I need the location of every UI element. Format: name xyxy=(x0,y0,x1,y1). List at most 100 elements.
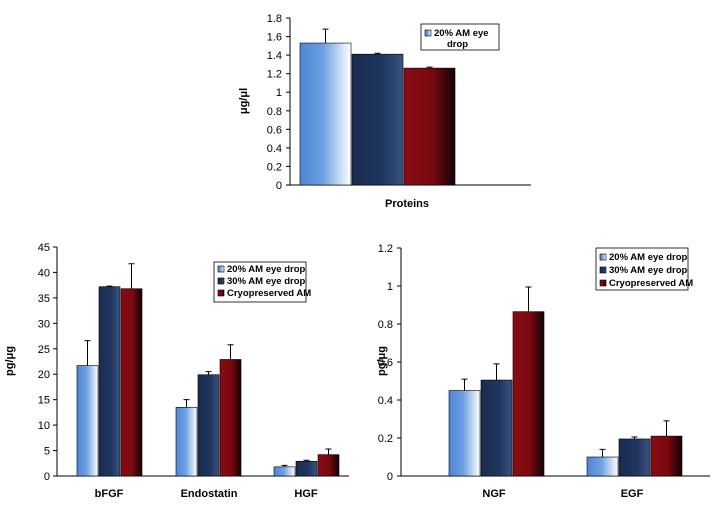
bar-hgf-s1 xyxy=(273,466,296,477)
y-tick-label: 10 xyxy=(38,420,50,432)
legend-swatch-s3 xyxy=(599,279,607,287)
error-bar-egf-s3 xyxy=(663,420,670,437)
bar-egf-s3 xyxy=(650,435,683,477)
y-ticks: 0 5 10 15 20 25 30 35 40 45 xyxy=(38,242,57,483)
y-ticks: 0 0.2 0.4 0.6 0.8 1 1.2 1.4 1.6 1.8 xyxy=(267,13,290,192)
error-bar-proteins-s1 xyxy=(322,28,329,44)
legend-label-s2: 30% AM eye drop xyxy=(609,265,688,276)
legend: 20% AM eye drop 30% AM eye drop Cryopres… xyxy=(595,247,693,291)
y-axis-label: pg/μg xyxy=(4,346,16,376)
error-bar-bfgf-s1 xyxy=(84,340,91,366)
legend-swatch-s3 xyxy=(217,289,225,297)
legend-label-s1-text-line2: drop xyxy=(447,39,468,50)
category-label-endostatin: Endostatin xyxy=(181,488,238,500)
chart-growth-factors-left: 0 5 10 15 20 25 30 35 40 45 pg/μg xyxy=(4,242,349,500)
error-bar-egf-s1 xyxy=(599,448,606,457)
bar-egf-s2 xyxy=(618,438,651,477)
legend-swatch-s2 xyxy=(599,266,607,274)
legend-label-s3: Cryopreserved AM xyxy=(609,278,693,289)
bar-ngf-s2 xyxy=(480,379,513,477)
bar-hgf-s2 xyxy=(295,460,318,477)
error-bar-endostatin-s2 xyxy=(205,371,212,375)
y-tick-label: 1 xyxy=(387,281,393,293)
y-tick-label: 35 xyxy=(38,293,50,305)
chart-proteins: 0 0.2 0.4 0.6 0.8 1 1.2 1.4 1.6 1.8 μg/μ… xyxy=(238,13,531,210)
bar-endostatin-s2 xyxy=(197,374,220,477)
legend-label-s1: 20% AM eye drop xyxy=(227,264,306,275)
y-axis-label: μg/μl xyxy=(238,88,250,114)
error-bar-hgf-s2 xyxy=(303,459,310,462)
bars xyxy=(76,286,340,477)
y-ticks: 0 0.2 0.4 0.6 0.8 1 1.2 xyxy=(378,243,401,483)
y-tick-label: 0.6 xyxy=(378,357,393,369)
legend: 20% AM eye drop xyxy=(420,23,500,51)
error-bar-ngf-s1 xyxy=(461,378,468,391)
category-label-egf: EGF xyxy=(621,488,644,500)
bars xyxy=(299,42,456,186)
y-tick-label: 40 xyxy=(38,267,50,279)
y-tick-label: 0.8 xyxy=(378,319,393,331)
category-label-proteins: Proteins xyxy=(385,198,429,210)
bar-ngf-s3 xyxy=(512,311,545,477)
error-bar-hgf-s3 xyxy=(325,448,332,455)
y-tick-label: 1.8 xyxy=(267,13,282,25)
y-tick-label: 15 xyxy=(38,395,50,407)
bar-bfgf-s1 xyxy=(76,365,99,477)
category-label-ngf: NGF xyxy=(482,488,506,500)
bar-proteins-s1 xyxy=(299,42,352,186)
bar-ngf-s1 xyxy=(448,390,481,477)
error-bar-ngf-s2 xyxy=(493,363,500,381)
y-tick-label: 1.4 xyxy=(267,50,282,62)
bars xyxy=(448,311,683,477)
y-tick-label: 0.4 xyxy=(378,395,393,407)
y-tick-label: 0 xyxy=(44,471,50,483)
error-bar-bfgf-s3 xyxy=(128,263,135,289)
error-bar-ngf-s3 xyxy=(525,286,532,312)
y-tick-label: 5 xyxy=(44,446,50,458)
y-tick-label: 0.2 xyxy=(378,433,393,445)
category-label-hgf: HGF xyxy=(294,488,318,500)
bar-endostatin-s1 xyxy=(175,406,198,477)
legend-label-s1: 20% AM eye drop xyxy=(434,28,491,50)
legend-box xyxy=(213,261,307,303)
legend-box xyxy=(595,247,689,291)
chart-growth-factors-right: 0 0.2 0.4 0.6 0.8 1 1.2 pg/μg xyxy=(376,243,710,500)
y-tick-label: 1.2 xyxy=(378,243,393,255)
bar-egf-s1 xyxy=(586,456,619,477)
bar-hgf-s3 xyxy=(317,454,340,477)
y-tick-label: 1.2 xyxy=(267,69,282,81)
bar-bfgf-s3 xyxy=(120,288,143,477)
legend-swatch-s2 xyxy=(217,277,225,285)
error-bars xyxy=(84,263,332,467)
error-bar-proteins-s3 xyxy=(426,66,433,69)
y-tick-label: 1.6 xyxy=(267,32,282,44)
error-bar-endostatin-s3 xyxy=(227,344,234,360)
error-bars xyxy=(461,286,670,457)
y-tick-label: 0.8 xyxy=(267,106,282,118)
legend-label-s2: 30% AM eye drop xyxy=(227,276,306,287)
legend-swatch-s1 xyxy=(599,253,607,261)
bar-bfgf-s2 xyxy=(98,286,121,477)
legend: 20% AM eye drop 30% AM eye drop Cryopres… xyxy=(213,261,311,303)
legend-label-s1-text: 20% AM eye xyxy=(434,28,489,39)
legend-swatch-s1 xyxy=(217,265,225,273)
error-bar-egf-s2 xyxy=(631,436,638,439)
y-tick-label: 0.2 xyxy=(267,161,282,173)
bar-proteins-s2 xyxy=(351,53,404,186)
legend-label-s3: Cryopreserved AM xyxy=(227,288,311,299)
y-tick-label: 20 xyxy=(38,369,50,381)
y-tick-label: 45 xyxy=(38,242,50,254)
error-bar-endostatin-s1 xyxy=(183,399,190,408)
legend-box xyxy=(420,23,500,51)
bar-proteins-s3 xyxy=(403,67,456,186)
y-tick-label: 1 xyxy=(276,87,282,99)
legend-label-s1: 20% AM eye drop xyxy=(609,252,688,263)
y-tick-label: 0.4 xyxy=(267,143,282,155)
y-tick-label: 30 xyxy=(38,318,50,330)
error-bar-bfgf-s2 xyxy=(106,285,113,287)
legend-swatch-s1 xyxy=(424,29,432,37)
error-bar-proteins-s2 xyxy=(374,52,381,55)
y-tick-label: 0 xyxy=(276,180,282,192)
y-tick-label: 0.6 xyxy=(267,124,282,136)
